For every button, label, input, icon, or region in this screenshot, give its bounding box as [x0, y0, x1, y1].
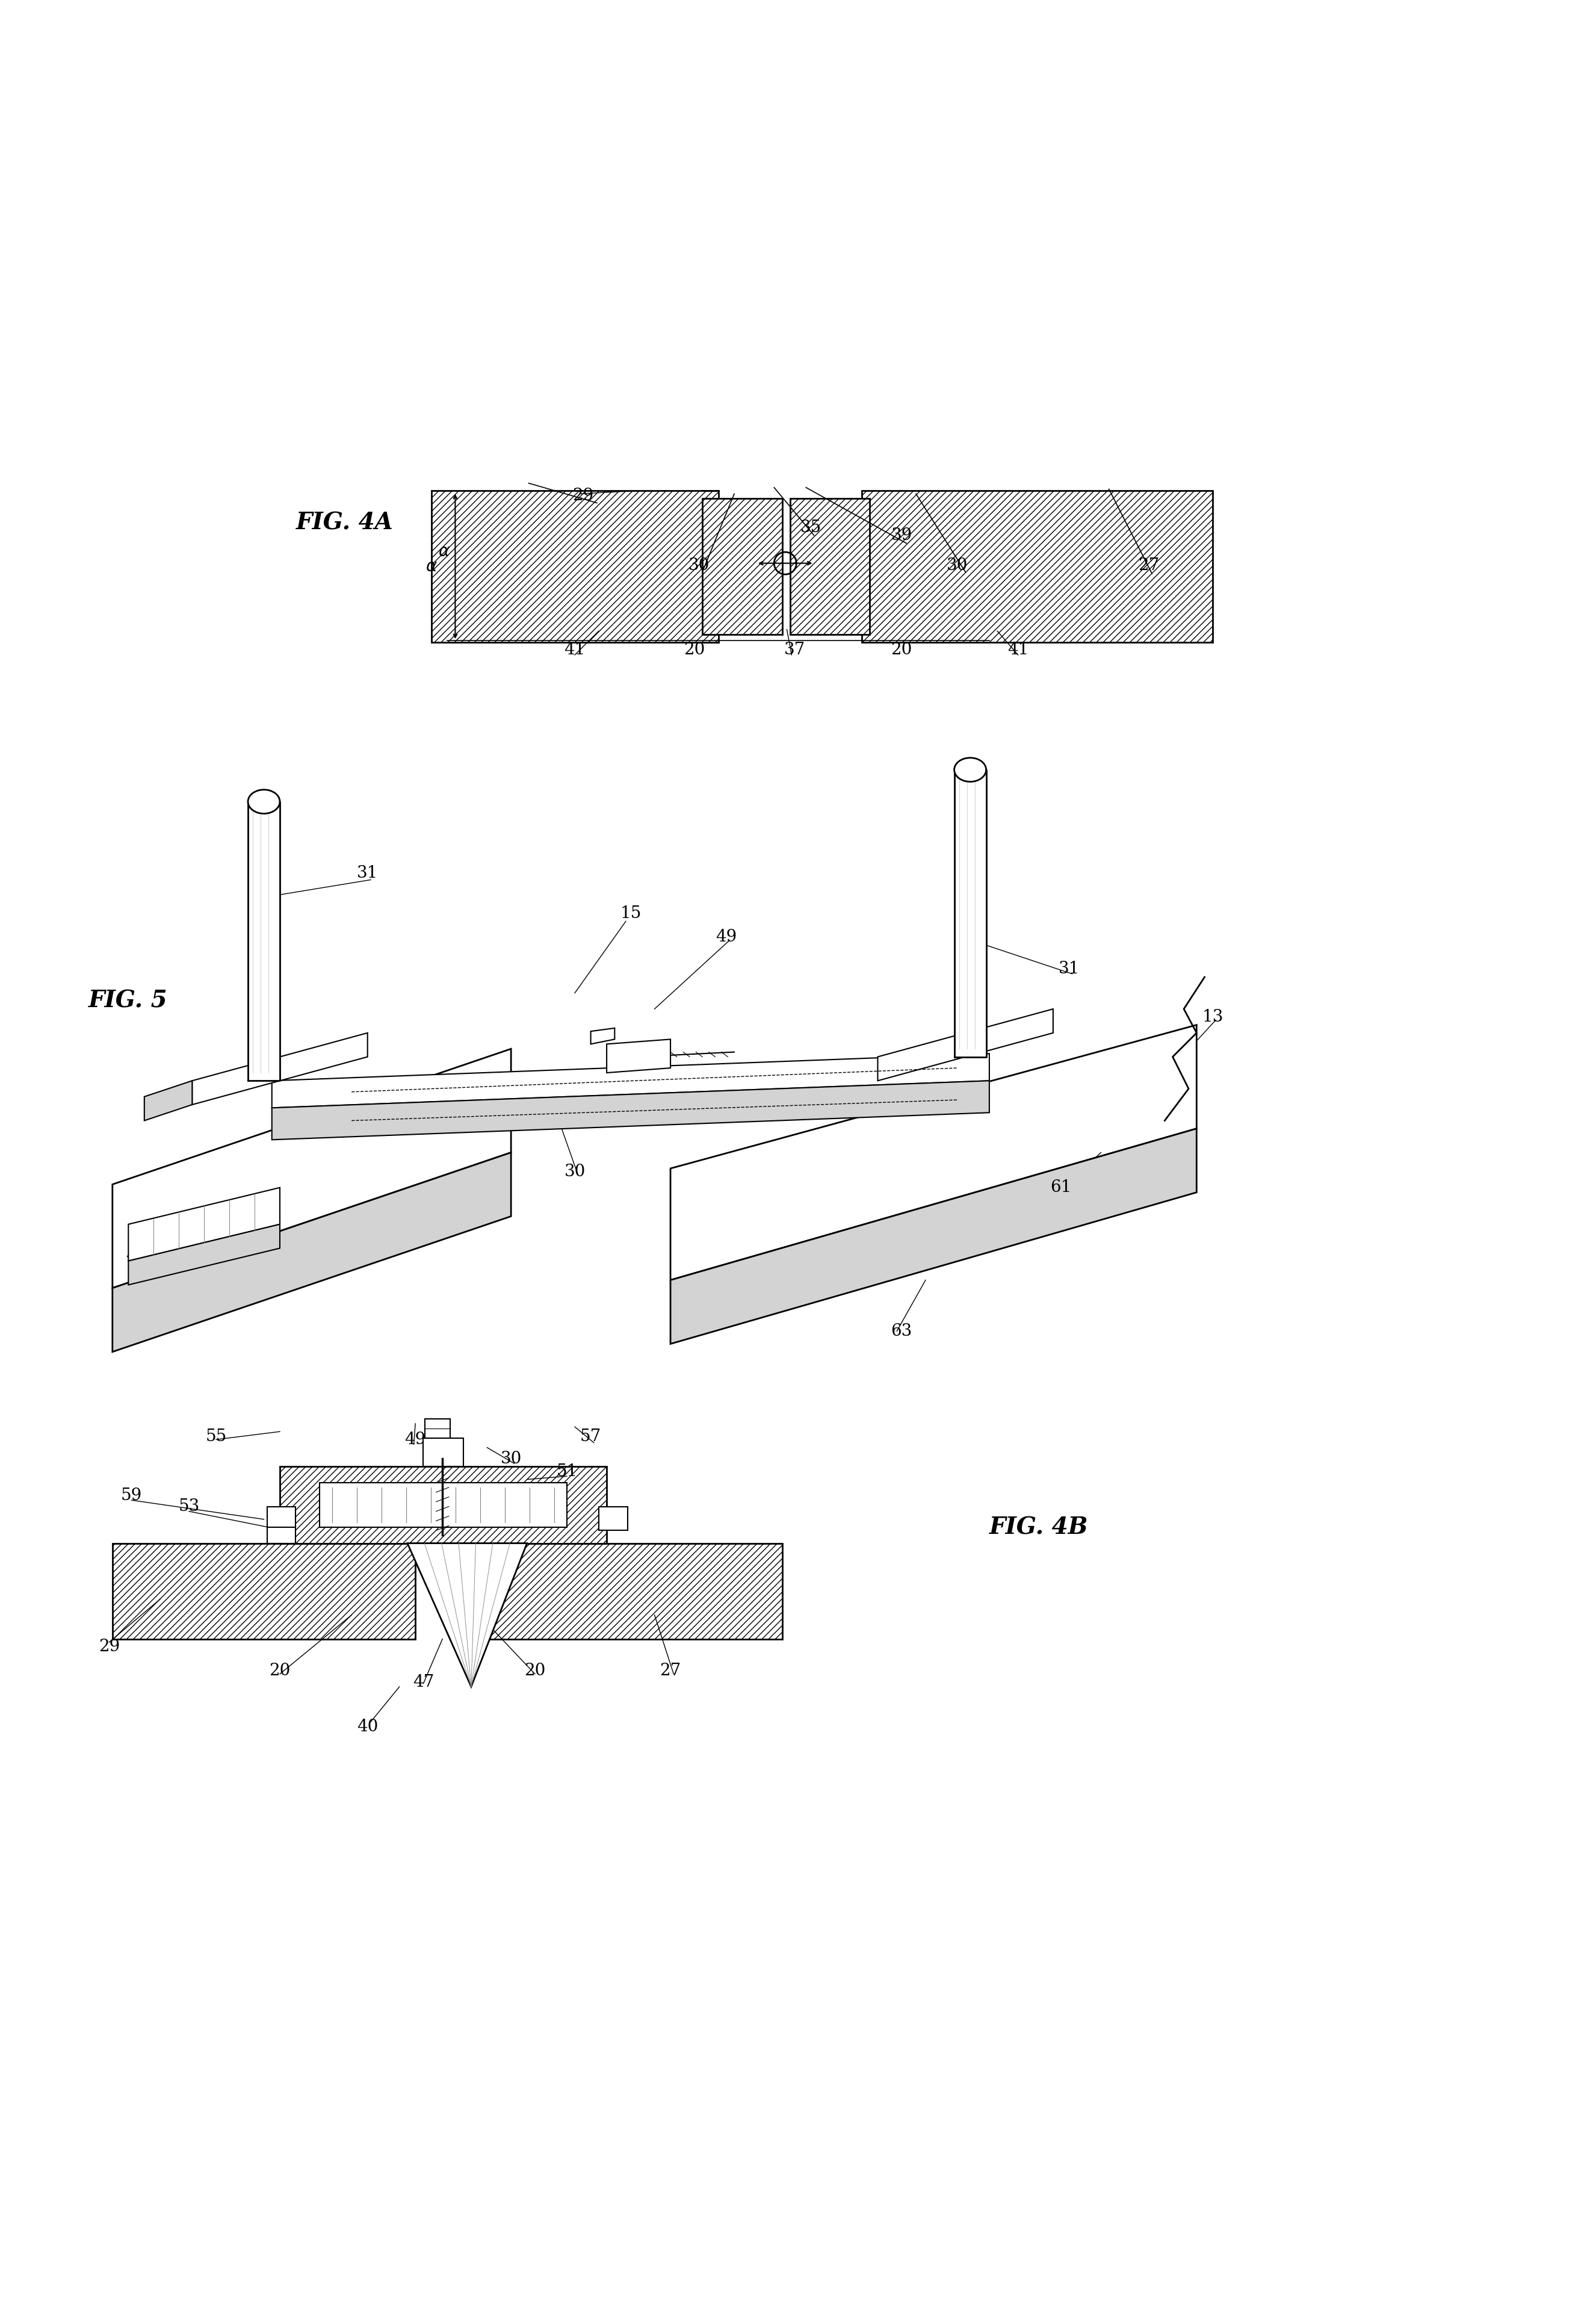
Polygon shape — [591, 1028, 614, 1044]
Polygon shape — [271, 1053, 990, 1109]
Text: 27: 27 — [1138, 558, 1159, 574]
Polygon shape — [670, 1129, 1197, 1344]
Text: $\alpha$: $\alpha$ — [425, 558, 437, 574]
Text: FIG. 4B: FIG. 4B — [990, 1517, 1088, 1540]
Text: 31: 31 — [1058, 961, 1079, 977]
Text: 31: 31 — [358, 864, 378, 881]
Text: 27: 27 — [659, 1662, 681, 1678]
Polygon shape — [128, 1224, 279, 1284]
Bar — [423, 1438, 463, 1466]
Text: 20: 20 — [525, 1662, 546, 1678]
Text: 13: 13 — [1202, 1010, 1223, 1026]
Bar — [319, 1482, 567, 1528]
Text: 29: 29 — [571, 486, 594, 502]
Bar — [267, 1528, 295, 1544]
Text: FIG. 4A: FIG. 4A — [295, 512, 393, 535]
Text: 30: 30 — [946, 558, 969, 574]
Polygon shape — [954, 770, 986, 1056]
Text: 20: 20 — [302, 1097, 322, 1113]
Bar — [267, 1507, 295, 1531]
Text: 29: 29 — [99, 1639, 120, 1655]
Text: 41: 41 — [1007, 643, 1029, 659]
Polygon shape — [878, 1010, 1053, 1081]
Text: 49: 49 — [715, 929, 737, 945]
Text: 39: 39 — [891, 528, 913, 544]
Text: $\alpha$: $\alpha$ — [437, 544, 450, 560]
Text: 55: 55 — [206, 1429, 227, 1445]
Text: 41: 41 — [563, 643, 586, 659]
Text: 61: 61 — [1050, 1180, 1071, 1196]
Text: 51: 51 — [555, 1464, 578, 1480]
Text: 57: 57 — [579, 1429, 602, 1445]
Text: 20: 20 — [683, 643, 705, 659]
Polygon shape — [247, 802, 279, 1081]
Ellipse shape — [247, 791, 279, 814]
Polygon shape — [112, 1049, 511, 1288]
Text: 47: 47 — [126, 1247, 147, 1263]
Text: 20: 20 — [270, 1662, 290, 1678]
Text: 47: 47 — [413, 1673, 434, 1690]
Polygon shape — [144, 1081, 192, 1120]
Text: 35: 35 — [800, 519, 822, 535]
Text: 20: 20 — [365, 1120, 386, 1136]
Text: 49: 49 — [405, 1431, 426, 1448]
Text: 40: 40 — [358, 1720, 378, 1736]
Text: 15: 15 — [619, 906, 642, 922]
Bar — [112, 1544, 415, 1639]
Text: 63: 63 — [891, 1323, 913, 1339]
Polygon shape — [128, 1187, 279, 1261]
Text: 37: 37 — [784, 643, 806, 659]
Bar — [425, 1420, 450, 1438]
Bar — [279, 1466, 606, 1544]
Bar — [431, 491, 718, 643]
Bar — [702, 498, 782, 634]
Text: 30: 30 — [501, 1450, 522, 1466]
Polygon shape — [112, 1152, 511, 1351]
Polygon shape — [670, 1026, 1197, 1279]
Bar — [790, 498, 870, 634]
Text: FIG. 5: FIG. 5 — [88, 989, 168, 1012]
Bar — [598, 1507, 627, 1531]
Text: 30: 30 — [563, 1164, 586, 1180]
Bar — [463, 1544, 782, 1639]
Polygon shape — [192, 1033, 367, 1104]
Bar — [862, 491, 1213, 643]
Polygon shape — [606, 1040, 670, 1072]
Text: 20: 20 — [891, 643, 913, 659]
Text: 53: 53 — [179, 1498, 200, 1514]
Polygon shape — [407, 1544, 527, 1687]
Text: 30: 30 — [688, 558, 710, 574]
Polygon shape — [271, 1081, 990, 1139]
Ellipse shape — [954, 758, 986, 781]
Text: 59: 59 — [121, 1487, 142, 1503]
Polygon shape — [271, 1053, 990, 1109]
